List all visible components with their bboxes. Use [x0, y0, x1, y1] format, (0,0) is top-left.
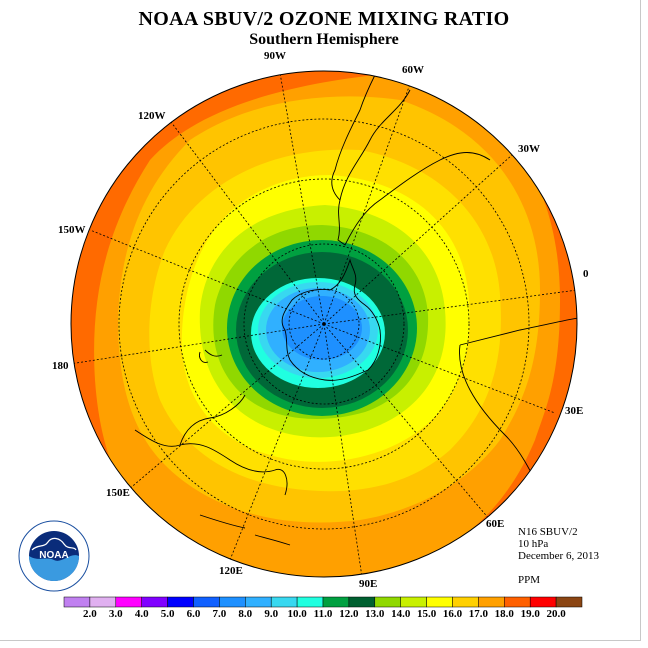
lon-label-150w: 150W [58, 224, 86, 236]
colorbar-box [555, 596, 583, 608]
colorbar-tick-label: 14.0 [391, 608, 411, 620]
lon-label-90w: 90W [264, 50, 286, 62]
date-label: December 6, 2013 [518, 550, 599, 562]
noaa-logo: NOAA [18, 520, 90, 592]
colorbar-tick-label: 4.0 [134, 608, 149, 620]
colorbar-box [270, 596, 298, 608]
colorbar-tick-label: 20.0 [546, 608, 566, 620]
lon-label-30e: 30E [565, 405, 584, 417]
colorbar-box [504, 596, 531, 608]
colorbar-tick-label: 5.0 [160, 608, 175, 620]
lon-label-150e: 150E [106, 487, 130, 499]
colorbar-box [245, 596, 272, 608]
antarctica-coast [281, 258, 381, 381]
map-boundary [70, 70, 578, 578]
lon-label-120w: 120W [138, 110, 166, 122]
colorbar-box [115, 596, 142, 608]
colorbar-boxes [63, 596, 583, 608]
colorbar-box [348, 596, 376, 608]
colorbar-tick-label: 18.0 [494, 608, 514, 620]
colorbar-tick-label: 16.0 [442, 608, 463, 620]
colorbar-tick-label: 15.0 [416, 608, 437, 620]
colorbar-tick-label: 12.0 [339, 608, 359, 620]
units-label: PPM [518, 574, 541, 586]
colorbar-tick-label: 7.0 [212, 608, 227, 620]
indonesia-coast [199, 514, 291, 546]
colorbar-box [478, 596, 505, 608]
colorbar-tick-label: 17.0 [468, 608, 489, 620]
coastlines [134, 74, 577, 546]
noaa-logo-text: NOAA [39, 550, 68, 561]
colorbar-box [296, 596, 324, 608]
colorbar-tick-label: 3.0 [108, 608, 123, 620]
colorbar-box [322, 596, 350, 608]
colorbar-box [141, 596, 168, 608]
instrument-label: N16 SBUV/2 [518, 526, 578, 538]
lon-label-30w: 30W [518, 143, 540, 155]
colorbar-tick-label: 11.0 [313, 608, 333, 620]
colorbar-tick-label: 6.0 [186, 608, 201, 620]
colorbar-tick-label: 8.0 [238, 608, 253, 620]
australia-coast [134, 394, 288, 496]
map-title: NOAA SBUV/2 OZONE MIXING RATIO [138, 8, 510, 30]
colorbar-box [374, 596, 401, 608]
colorbar-box [426, 596, 453, 608]
new-zealand-coast [199, 349, 223, 363]
lon-label-60w: 60W [402, 64, 424, 76]
ozone-contour-fields [71, 71, 577, 577]
colorbar-tick-label: 2.0 [83, 608, 97, 620]
colorbar-tick-label: 13.0 [365, 608, 385, 620]
meridians [71, 72, 577, 577]
map-frame [0, 0, 641, 641]
colorbar-box [167, 596, 194, 608]
lon-label-0: 0 [583, 268, 589, 280]
pressure-level-label: 10 hPa [518, 538, 549, 550]
colorbar-box [219, 596, 246, 608]
lon-label-90e: 90E [359, 578, 378, 590]
colorbar-box [193, 596, 220, 608]
south-america-coast [331, 74, 491, 246]
colorbar-tick-label: 9.0 [264, 608, 279, 620]
colorbar-box [400, 596, 427, 608]
colorbar-tick-label: 19.0 [520, 608, 540, 620]
colorbar-box [89, 596, 117, 608]
latitude-circles [118, 118, 530, 530]
lon-label-180: 180 [52, 360, 69, 372]
map-subtitle: Southern Hemisphere [249, 31, 399, 48]
colorbar-box [529, 596, 557, 608]
lon-label-60e: 60E [486, 518, 505, 530]
colorbar-box [452, 596, 479, 608]
colorbar-box [63, 596, 91, 608]
africa-coast [459, 317, 577, 491]
lon-label-120e: 120E [219, 565, 243, 577]
colorbar-tick-label: 10.0 [287, 608, 307, 620]
